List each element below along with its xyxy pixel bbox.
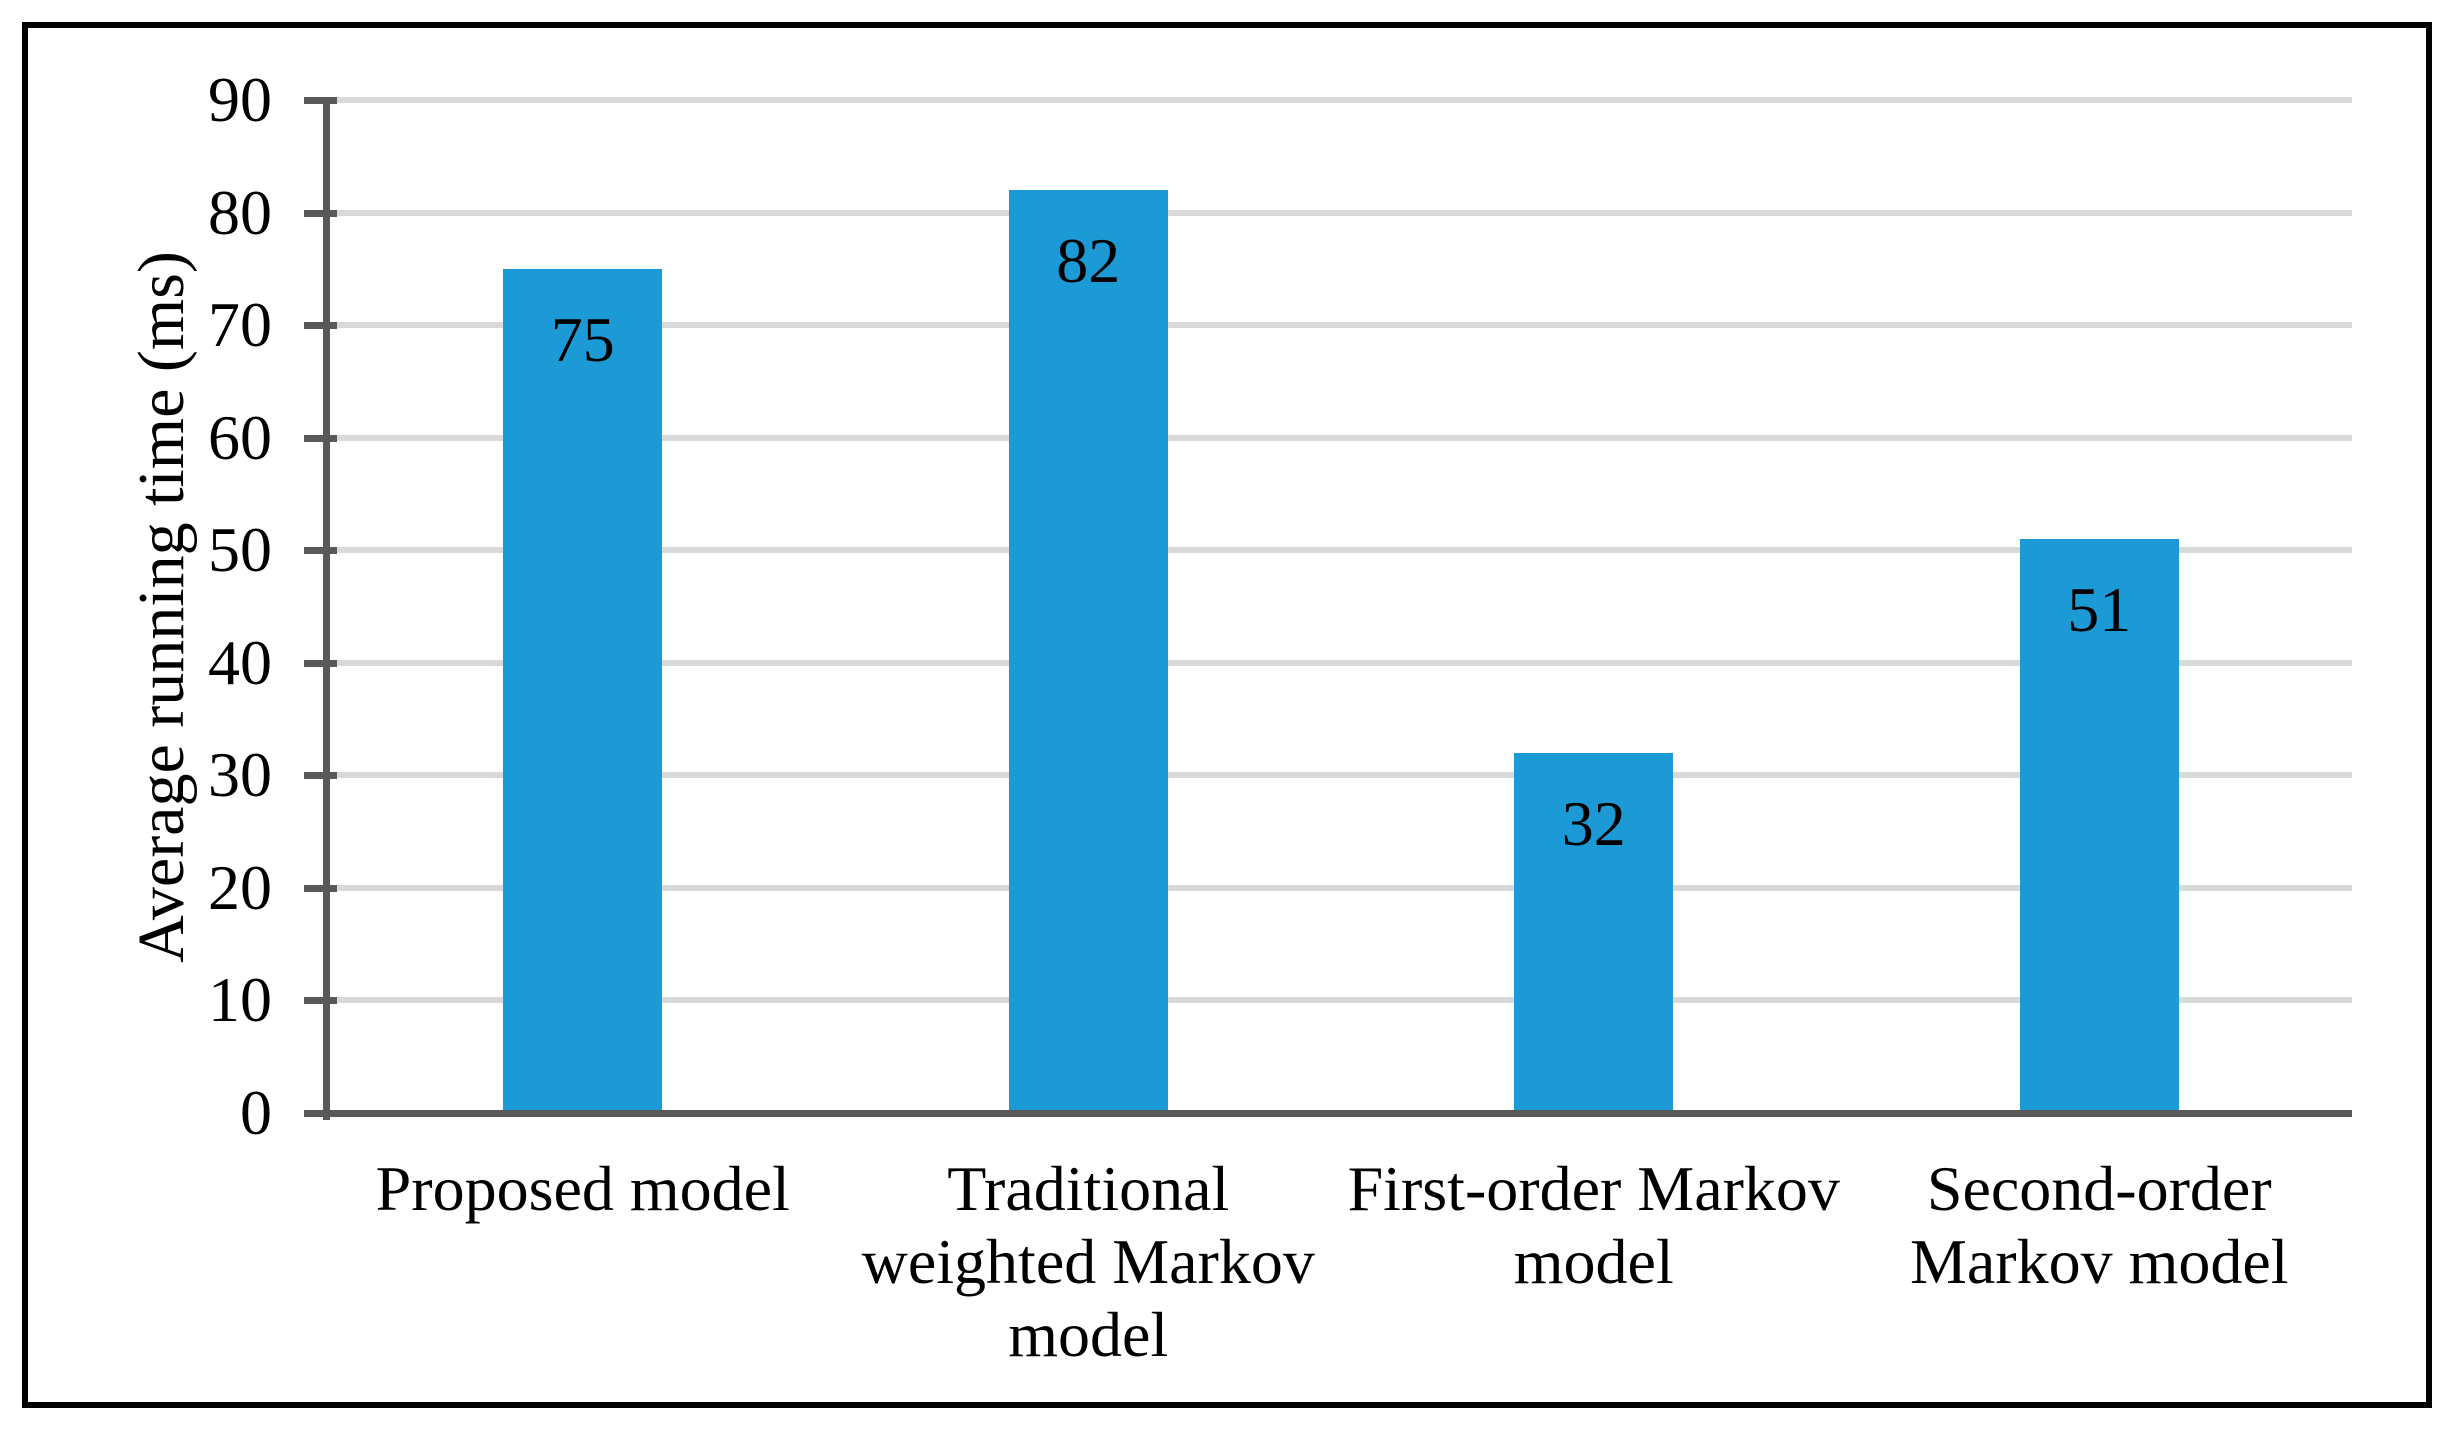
y-tick-label: 60 bbox=[208, 401, 272, 473]
gridline bbox=[330, 997, 2352, 1004]
chart-outer-border bbox=[22, 22, 2432, 1408]
x-category-label-line: weighted Markov bbox=[861, 1226, 1315, 1297]
x-category-label: Second-order Markov model bbox=[1847, 1152, 2353, 1298]
x-category-label: Traditional weighted Markov model bbox=[836, 1152, 1342, 1371]
x-category-label-line: Traditional bbox=[947, 1153, 1230, 1224]
gridline bbox=[330, 209, 2352, 216]
y-tick-label: 50 bbox=[208, 514, 272, 586]
gridline bbox=[330, 772, 2352, 779]
y-tick bbox=[304, 434, 337, 442]
bar-value-label: 51 bbox=[2067, 573, 2132, 645]
y-tick-label: 70 bbox=[208, 289, 272, 361]
x-category-label-line: Proposed model bbox=[375, 1153, 790, 1224]
bar bbox=[1008, 190, 1168, 1113]
x-axis-line bbox=[304, 1110, 2352, 1117]
x-category-label-line: Second-order bbox=[1926, 1153, 2272, 1224]
y-axis-line bbox=[323, 97, 330, 1120]
gridline bbox=[330, 322, 2352, 329]
y-tick bbox=[304, 884, 337, 892]
gridline bbox=[330, 547, 2352, 554]
bar-value-label: 32 bbox=[1561, 787, 1626, 859]
y-tick bbox=[304, 997, 337, 1005]
gridline bbox=[330, 659, 2352, 666]
y-tick-label: 10 bbox=[208, 964, 272, 1036]
gridline bbox=[330, 434, 2352, 441]
y-tick bbox=[304, 772, 337, 780]
bar bbox=[503, 268, 663, 1113]
bar bbox=[1514, 752, 1674, 1113]
x-category-label: First-order Markov model bbox=[1341, 1152, 1847, 1298]
y-tick-label: 40 bbox=[208, 626, 272, 698]
y-tick-label: 90 bbox=[208, 64, 272, 135]
y-tick bbox=[304, 209, 337, 217]
y-tick bbox=[304, 547, 337, 555]
x-category-label: Proposed model bbox=[330, 1152, 836, 1225]
bar bbox=[2019, 538, 2179, 1113]
y-tick-label: 20 bbox=[208, 851, 272, 923]
y-tick-label: 80 bbox=[208, 176, 272, 248]
x-category-label-line: model bbox=[1513, 1226, 1674, 1297]
gridline bbox=[330, 97, 2352, 103]
y-tick bbox=[304, 322, 337, 330]
x-category-label-line: Markov model bbox=[1909, 1226, 2289, 1297]
gridline bbox=[330, 884, 2352, 891]
y-tick-label: 30 bbox=[208, 739, 272, 811]
x-category-label-line: model bbox=[1008, 1299, 1169, 1370]
y-tick bbox=[304, 97, 337, 104]
bar-value-label: 82 bbox=[1056, 225, 1121, 297]
bar-value-label: 75 bbox=[550, 303, 615, 375]
x-category-label-line: First-order Markov bbox=[1347, 1153, 1840, 1224]
y-tick-label: 0 bbox=[240, 1077, 272, 1148]
y-tick bbox=[304, 659, 337, 667]
